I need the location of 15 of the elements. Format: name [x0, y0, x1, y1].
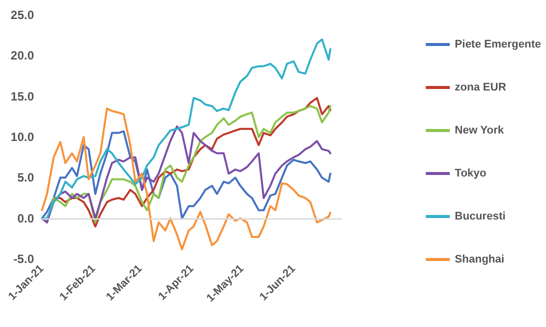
legend-label: Shanghai	[454, 254, 504, 266]
line-series	[41, 108, 332, 250]
line-series	[41, 38, 332, 220]
y-tick-label: 25.0	[10, 8, 34, 22]
legend-label: New York	[454, 124, 505, 136]
legend-label: Bucuresti	[454, 210, 506, 222]
y-tick-label: 0.0	[17, 211, 34, 226]
legend-label: zona EUR	[454, 82, 506, 94]
legend-label: Tokyo	[454, 168, 487, 180]
y-tick-label: 20.0	[10, 48, 34, 63]
legend-label: Piete Emergente	[454, 38, 541, 50]
y-tick-label: 5.0	[17, 170, 34, 185]
y-tick-label: -5.0	[13, 252, 34, 266]
y-tick-label: 10.0	[10, 130, 34, 144]
y-tick-label: 15.0	[10, 89, 34, 104]
